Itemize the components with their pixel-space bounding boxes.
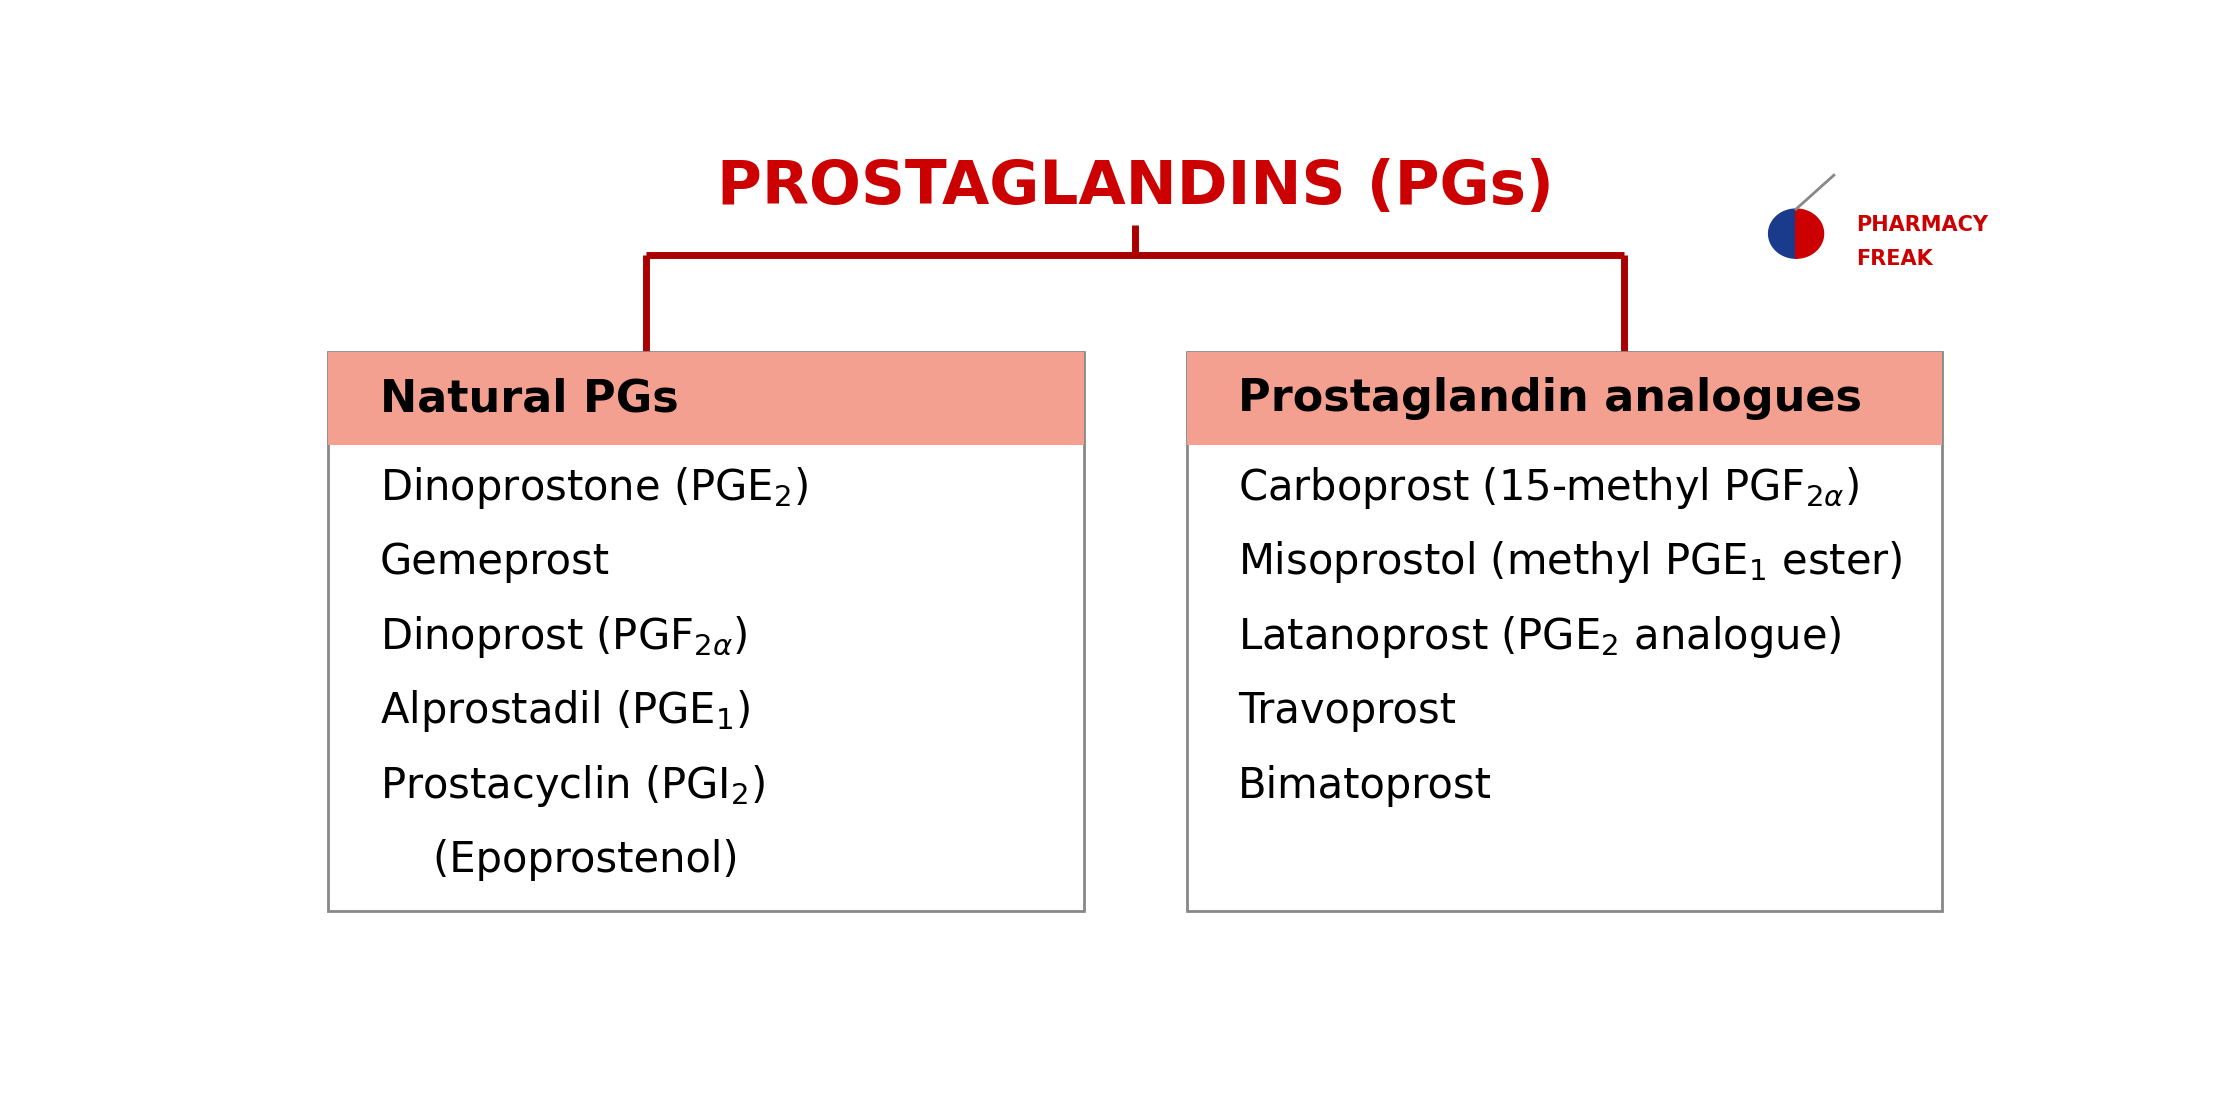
Text: Natural PGs: Natural PGs [381, 377, 678, 420]
FancyBboxPatch shape [1187, 352, 1943, 446]
Text: Alprostadil (PGE$_{1}$): Alprostadil (PGE$_{1}$) [381, 689, 751, 735]
Text: FREAK: FREAK [1856, 249, 1934, 270]
Text: Gemeprost: Gemeprost [381, 541, 609, 583]
Text: (Epoprostenol): (Epoprostenol) [381, 839, 738, 881]
Text: Dinoprostone (PGE$_{2}$): Dinoprostone (PGE$_{2}$) [381, 464, 808, 510]
Polygon shape [1796, 209, 1823, 258]
FancyBboxPatch shape [1187, 352, 1943, 911]
Text: Bimatoprost: Bimatoprost [1238, 764, 1493, 807]
Text: PHARMACY: PHARMACY [1856, 216, 1989, 235]
Text: Latanoprost (PGE$_{2}$ analogue): Latanoprost (PGE$_{2}$ analogue) [1238, 614, 1841, 660]
Polygon shape [1768, 209, 1796, 258]
Text: Misoprostol (methyl PGE$_{1}$ ester): Misoprostol (methyl PGE$_{1}$ ester) [1238, 539, 1903, 585]
Text: PROSTAGLANDINS (PGs): PROSTAGLANDINS (PGs) [718, 157, 1553, 217]
FancyBboxPatch shape [328, 352, 1083, 446]
FancyBboxPatch shape [328, 352, 1083, 911]
Text: Prostacyclin (PGI$_{2}$): Prostacyclin (PGI$_{2}$) [381, 763, 764, 808]
Text: Dinoprost (PGF$_{2\alpha}$): Dinoprost (PGF$_{2\alpha}$) [381, 614, 746, 660]
Text: Travoprost: Travoprost [1238, 691, 1455, 733]
Text: Prostaglandin analogues: Prostaglandin analogues [1238, 377, 1863, 420]
Text: Carboprost (15-methyl PGF$_{2\alpha}$): Carboprost (15-methyl PGF$_{2\alpha}$) [1238, 464, 1858, 510]
